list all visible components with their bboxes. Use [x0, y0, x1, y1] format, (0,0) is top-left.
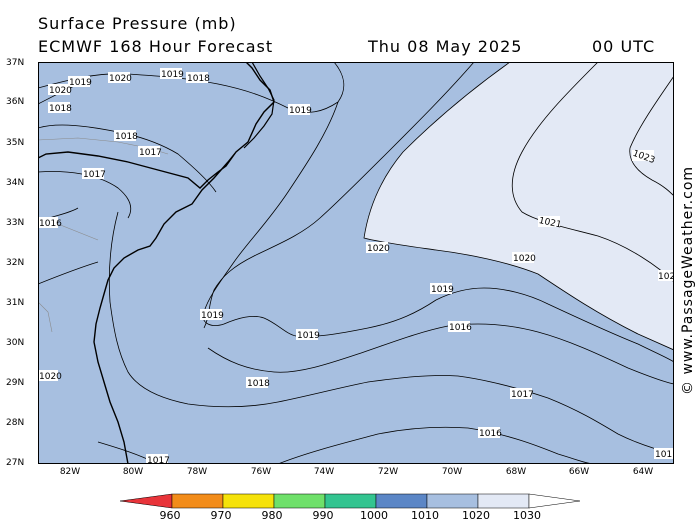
colorbar-label: 1020	[462, 509, 490, 522]
colorbar-label: 1010	[411, 509, 439, 522]
forecast-time: 00 UTC	[592, 37, 656, 56]
isobar-label: 101	[655, 450, 672, 460]
forecast-date: Thu 08 May 2025	[368, 37, 523, 56]
isobar-label: 1017	[511, 390, 534, 400]
isobar-label: 102	[658, 272, 674, 282]
isobar-label: 1019	[161, 70, 184, 80]
lon-tick-label: 66W	[568, 467, 590, 477]
lon-tick-label: 72W	[377, 467, 399, 477]
model-label: ECMWF 168 Hour Forecast	[38, 37, 274, 56]
isobar-label: 1019	[69, 78, 92, 88]
isobar-1017-south	[108, 211, 674, 455]
lon-tick-label: 68W	[505, 467, 527, 477]
isobar-label: 1019	[289, 106, 312, 116]
colorbar-label: 1030	[513, 509, 541, 522]
isobar-label: 1016	[39, 219, 62, 229]
isobar-label: 1017	[139, 148, 162, 158]
isobar-label: 1018	[115, 132, 138, 142]
isobar-label: 1020	[109, 74, 132, 84]
lat-tick-label: 29N	[6, 378, 25, 388]
colorbar-label: 1000	[360, 509, 388, 522]
pressure-colorbar	[120, 493, 580, 509]
lat-tick-label: 30N	[6, 338, 25, 348]
colorbar-segment	[273, 493, 326, 509]
credit-text: © www.PassageWeather.com	[680, 165, 696, 395]
pressure-map: 1019 1020 1019 1018 1018 1019 1020 1018 …	[38, 62, 674, 464]
isobar-label: 1018	[247, 379, 270, 389]
colorbar-label: 960	[159, 509, 181, 522]
isobar-1023	[629, 75, 674, 197]
isobar-label: 1019	[201, 311, 224, 321]
isobar-label: 1020	[513, 254, 536, 264]
colorbar-label: 990	[312, 509, 334, 522]
map-title: Surface Pressure (mb)	[38, 14, 237, 33]
colorbar-segment	[477, 493, 530, 509]
lat-tick-label: 33N	[6, 218, 25, 228]
lat-tick-label: 27N	[6, 458, 25, 468]
lat-tick-label: 37N	[6, 58, 25, 68]
isobar-1018	[38, 124, 217, 193]
lon-tick-label: 70W	[441, 467, 463, 477]
isobar-label: 1020	[39, 372, 62, 382]
lat-tick-label: 28N	[6, 418, 25, 428]
isobar-label: 1017	[147, 456, 170, 464]
lon-tick-label: 74W	[313, 467, 335, 477]
credit-label: © www.PassageWeather.com	[676, 166, 700, 419]
isobar-label: 1020	[367, 244, 390, 254]
colorbar-segment	[375, 493, 428, 509]
isobar-label: 1018	[49, 104, 72, 114]
isobar-label: 1016	[479, 429, 502, 439]
lat-tick-label: 36N	[6, 97, 25, 107]
colorbar-segment	[426, 493, 479, 509]
isobar-label: 1019	[297, 331, 320, 341]
lon-tick-label: 64W	[632, 467, 654, 477]
isobar-1018-outer	[203, 62, 674, 385]
isobar-label: 1020	[49, 86, 72, 96]
isobar-1021	[511, 62, 674, 283]
colorbar-segment	[528, 493, 580, 509]
outer-banks	[243, 62, 275, 149]
colorbar-segment	[222, 493, 275, 509]
high-pressure-area	[363, 62, 674, 351]
colorbar-segment	[171, 493, 224, 509]
lat-tick-label: 32N	[6, 258, 25, 268]
lon-tick-label: 76W	[250, 467, 272, 477]
lat-tick-label: 34N	[6, 178, 25, 188]
colorbar-label: 980	[261, 509, 283, 522]
isobar-1018-nw-2	[38, 261, 99, 285]
colorbar-label: 970	[210, 509, 232, 522]
colorbar-segment	[324, 493, 377, 509]
isobar-label: 1018	[187, 74, 210, 84]
isobar-label: 1021	[538, 216, 562, 231]
isobar-label: 1017	[83, 170, 106, 180]
lat-tick-label: 35N	[6, 138, 25, 148]
isobar-label: 1019	[431, 285, 454, 295]
isobar-label: 1016	[449, 323, 472, 333]
lon-tick-label: 80W	[122, 467, 144, 477]
lat-tick-label: 31N	[6, 298, 25, 308]
map-frame	[38, 62, 674, 464]
isobar-labels: 1019 1020 1019 1018 1018 1019 1020 1018 …	[38, 68, 674, 464]
isobar-1017-nw	[38, 171, 132, 219]
lon-tick-label: 82W	[59, 467, 81, 477]
colorbar-segment	[120, 493, 173, 509]
isobar-lines	[38, 62, 674, 464]
lon-tick-label: 78W	[186, 467, 208, 477]
